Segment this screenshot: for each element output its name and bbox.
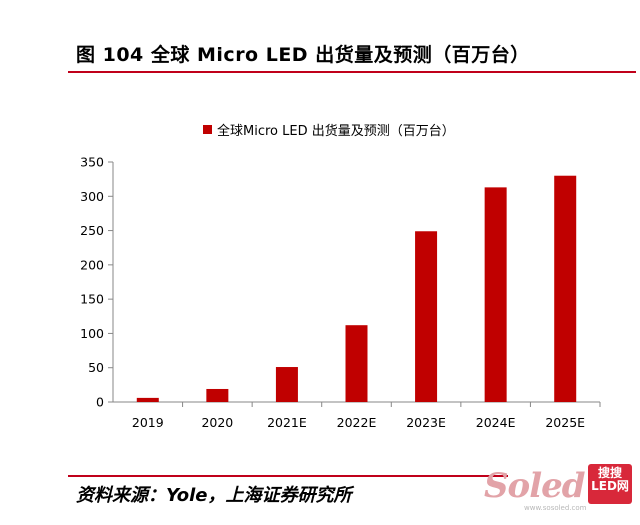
bar-2024E — [484, 187, 507, 402]
bar-2020 — [206, 388, 229, 402]
legend-swatch — [203, 125, 212, 134]
source-overline — [68, 475, 508, 477]
y-tick-label: 350 — [80, 155, 104, 170]
x-tick-label: 2024E — [476, 415, 516, 430]
bar-2025E — [554, 175, 577, 402]
x-tick-label: 2021E — [267, 415, 307, 430]
x-tick-label: 2019 — [132, 415, 164, 430]
source-note: 资料来源：Yole，上海证券研究所 — [76, 485, 352, 506]
x-tick-label: 2020 — [201, 415, 233, 430]
watermark-url: www.sosoled.com — [524, 504, 587, 512]
bar-2019 — [136, 397, 159, 402]
y-tick-label: 250 — [80, 223, 104, 238]
x-tick-label: 2025E — [545, 415, 585, 430]
y-tick-label: 0 — [96, 395, 104, 410]
bar-2021E — [275, 367, 298, 402]
y-tick-label: 100 — [80, 326, 104, 341]
y-tick-label: 300 — [80, 189, 104, 204]
site-watermark-logo: Soled 搜搜 LED网 www.sosoled.com — [484, 460, 636, 516]
figure-title: 图 104 全球 Micro LED 出货量及预测（百万台） — [76, 44, 530, 66]
bar-2023E — [415, 231, 438, 402]
title-underline — [68, 71, 636, 73]
chart-legend: 全球Micro LED 出货量及预测（百万台） — [203, 120, 455, 139]
watermark-badge-line2: LED网 — [591, 479, 629, 494]
legend-label: 全球Micro LED 出货量及预测（百万台） — [217, 124, 455, 139]
watermark-badge-line1: 搜搜 — [597, 466, 622, 480]
y-tick-label: 50 — [88, 360, 104, 375]
bar-2022E — [345, 325, 368, 402]
y-tick-label: 200 — [80, 257, 104, 272]
watermark-word: Soled — [484, 466, 586, 506]
x-tick-label: 2023E — [406, 415, 446, 430]
watermark-badge: 搜搜 LED网 — [588, 464, 632, 504]
x-tick-label: 2022E — [337, 415, 377, 430]
y-tick-label: 150 — [80, 292, 104, 307]
